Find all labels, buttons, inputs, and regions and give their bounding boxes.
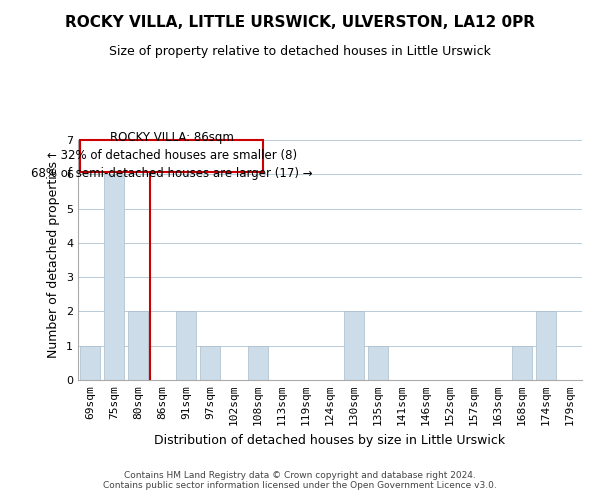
Y-axis label: Number of detached properties: Number of detached properties	[47, 162, 61, 358]
Text: Size of property relative to detached houses in Little Urswick: Size of property relative to detached ho…	[109, 45, 491, 58]
Text: ROCKY VILLA, LITTLE URSWICK, ULVERSTON, LA12 0PR: ROCKY VILLA, LITTLE URSWICK, ULVERSTON, …	[65, 15, 535, 30]
Bar	[200, 346, 220, 380]
Bar	[344, 312, 364, 380]
X-axis label: Distribution of detached houses by size in Little Urswick: Distribution of detached houses by size …	[154, 434, 506, 446]
Bar	[104, 174, 124, 380]
Bar	[128, 312, 148, 380]
FancyBboxPatch shape	[80, 140, 263, 172]
Bar	[536, 312, 556, 380]
Text: Contains HM Land Registry data © Crown copyright and database right 2024.
Contai: Contains HM Land Registry data © Crown c…	[103, 470, 497, 490]
Bar	[248, 346, 268, 380]
Bar	[512, 346, 532, 380]
Bar	[80, 346, 100, 380]
Bar	[176, 312, 196, 380]
Text: ROCKY VILLA: 86sqm
← 32% of detached houses are smaller (8)
68% of semi-detached: ROCKY VILLA: 86sqm ← 32% of detached hou…	[31, 132, 313, 180]
Bar	[368, 346, 388, 380]
